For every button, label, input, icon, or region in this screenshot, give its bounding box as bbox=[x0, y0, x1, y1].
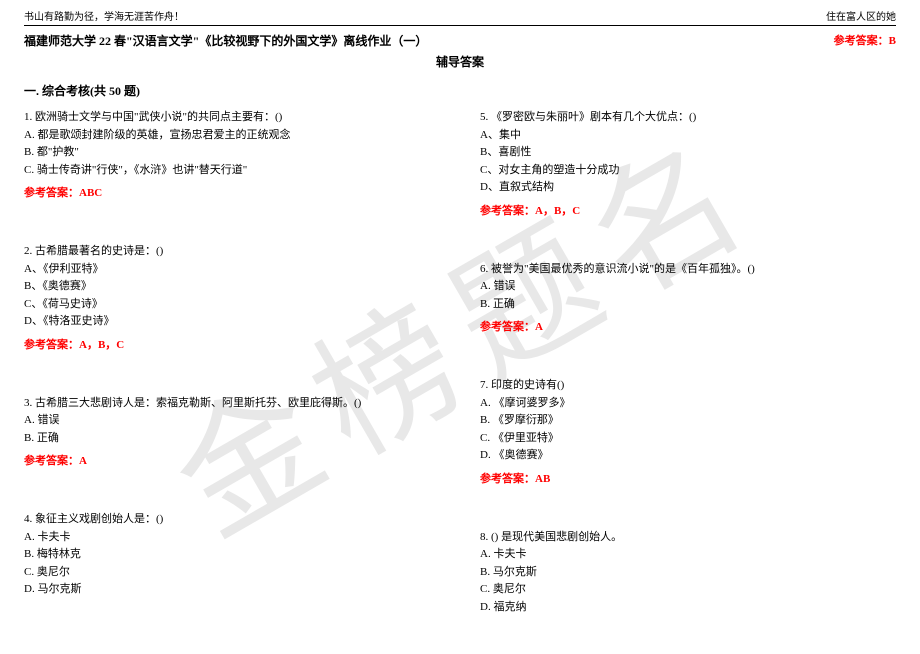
answer: 参考答案：A，B，C bbox=[24, 337, 440, 355]
option: A. 卡夫卡 bbox=[24, 529, 440, 547]
question-text: 2. 古希腊最著名的史诗是：() bbox=[24, 243, 440, 261]
option: B. 《罗摩衍那》 bbox=[480, 412, 896, 430]
option: D. 《奥德赛》 bbox=[480, 447, 896, 465]
option: D、《特洛亚史诗》 bbox=[24, 313, 440, 331]
header-row: 书山有路勤为径，学海无涯苦作舟！ 住在富人区的她 bbox=[24, 8, 896, 26]
header-left: 书山有路勤为径，学海无涯苦作舟！ bbox=[24, 8, 184, 23]
option: C、《荷马史诗》 bbox=[24, 296, 440, 314]
answer: 参考答案：A，B，C bbox=[480, 203, 896, 221]
question-8: 8. () 是现代美国悲剧创始人。 A. 卡夫卡 B. 马尔克斯 C. 奥尼尔 … bbox=[480, 529, 896, 617]
question-4: 4. 象征主义戏剧创始人是：() A. 卡夫卡 B. 梅特林克 C. 奥尼尔 D… bbox=[24, 511, 440, 599]
question-text: 3. 古希腊三大悲剧诗人是：索福克勒斯、阿里斯托芬、欧里庇得斯。() bbox=[24, 395, 440, 413]
option: D、直叙式结构 bbox=[480, 179, 896, 197]
title-row: 福建师范大学 22 春"汉语言文学"《比较视野下的外国文学》离线作业（一） 参考… bbox=[24, 32, 896, 49]
answer: 参考答案：A bbox=[24, 453, 440, 471]
option: B. 梅特林克 bbox=[24, 546, 440, 564]
option: C. 《伊里亚特》 bbox=[480, 430, 896, 448]
answer: 参考答案：AB bbox=[480, 471, 896, 489]
question-7: 7. 印度的史诗有() A. 《摩诃婆罗多》 B. 《罗摩衍那》 C. 《伊里亚… bbox=[480, 377, 896, 489]
question-1: 1. 欧洲骑士文学与中国"武侠小说"的共同点主要有：() A. 都是歌颂封建阶级… bbox=[24, 109, 440, 203]
option: C. 奥尼尔 bbox=[480, 581, 896, 599]
question-text: 5. 《罗密欧与朱丽叶》剧本有几个大优点：() bbox=[480, 109, 896, 127]
option: B. 正确 bbox=[480, 296, 896, 314]
question-text: 4. 象征主义戏剧创始人是：() bbox=[24, 511, 440, 529]
question-3: 3. 古希腊三大悲剧诗人是：索福克勒斯、阿里斯托芬、欧里庇得斯。() A. 错误… bbox=[24, 395, 440, 471]
option: B、《奥德赛》 bbox=[24, 278, 440, 296]
question-text: 1. 欧洲骑士文学与中国"武侠小说"的共同点主要有：() bbox=[24, 109, 440, 127]
right-column: 5. 《罗密欧与朱丽叶》剧本有几个大优点：() A、集中 B、喜剧性 C、对女主… bbox=[480, 109, 896, 646]
question-2: 2. 古希腊最著名的史诗是：() A、《伊利亚特》 B、《奥德赛》 C、《荷马史… bbox=[24, 243, 440, 355]
option: A. 都是歌颂封建阶级的英雄，宣扬忠君爱主的正统观念 bbox=[24, 127, 440, 145]
answer: 参考答案：A bbox=[480, 319, 896, 337]
option: D. 福克纳 bbox=[480, 599, 896, 617]
question-text: 6. 被誉为"美国最优秀的意识流小说"的是《百年孤独》。() bbox=[480, 261, 896, 279]
page-content: 书山有路勤为径，学海无涯苦作舟！ 住在富人区的她 福建师范大学 22 春"汉语言… bbox=[0, 0, 920, 654]
option: A. 《摩诃婆罗多》 bbox=[480, 395, 896, 413]
option: B. 都"护教" bbox=[24, 144, 440, 162]
option: B、喜剧性 bbox=[480, 144, 896, 162]
option: A. 错误 bbox=[24, 412, 440, 430]
answer: 参考答案：ABC bbox=[24, 185, 440, 203]
header-right: 住在富人区的她 bbox=[826, 8, 896, 23]
option: A、集中 bbox=[480, 127, 896, 145]
option: C. 骑士传奇讲"行侠"，《水浒》也讲"替天行道" bbox=[24, 162, 440, 180]
page-subtitle: 辅导答案 bbox=[24, 53, 896, 70]
question-5: 5. 《罗密欧与朱丽叶》剧本有几个大优点：() A、集中 B、喜剧性 C、对女主… bbox=[480, 109, 896, 221]
option: C. 奥尼尔 bbox=[24, 564, 440, 582]
option: D. 马尔克斯 bbox=[24, 581, 440, 599]
left-column: 1. 欧洲骑士文学与中国"武侠小说"的共同点主要有：() A. 都是歌颂封建阶级… bbox=[24, 109, 440, 646]
option: A、《伊利亚特》 bbox=[24, 261, 440, 279]
title-answer: 参考答案：B bbox=[834, 32, 896, 49]
question-text: 7. 印度的史诗有() bbox=[480, 377, 896, 395]
page-title: 福建师范大学 22 春"汉语言文学"《比较视野下的外国文学》离线作业（一） bbox=[24, 32, 427, 49]
section-header: 一. 综合考核(共 50 题) bbox=[24, 82, 896, 99]
option: A. 卡夫卡 bbox=[480, 546, 896, 564]
option: C、对女主角的塑造十分成功 bbox=[480, 162, 896, 180]
columns-container: 1. 欧洲骑士文学与中国"武侠小说"的共同点主要有：() A. 都是歌颂封建阶级… bbox=[24, 109, 896, 646]
question-6: 6. 被誉为"美国最优秀的意识流小说"的是《百年孤独》。() A. 错误 B. … bbox=[480, 261, 896, 337]
option: A. 错误 bbox=[480, 278, 896, 296]
option: B. 正确 bbox=[24, 430, 440, 448]
question-text: 8. () 是现代美国悲剧创始人。 bbox=[480, 529, 896, 547]
option: B. 马尔克斯 bbox=[480, 564, 896, 582]
